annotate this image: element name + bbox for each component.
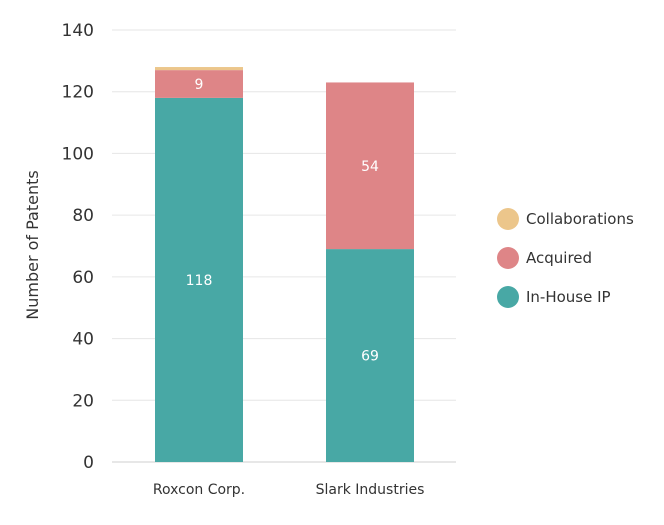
bar-segment	[326, 82, 414, 250]
x-tick-label: Roxcon Corp.	[153, 482, 245, 498]
data-label: 54	[361, 159, 379, 175]
bar-segment	[326, 249, 414, 462]
y-tick-label: 80	[72, 206, 94, 226]
y-tick-label: 60	[72, 268, 94, 288]
legend-marker	[497, 247, 519, 269]
y-tick-label: 40	[72, 330, 94, 350]
legend-marker	[497, 208, 519, 230]
data-label: 118	[186, 273, 213, 289]
y-tick-label: 20	[72, 391, 94, 411]
bar-segment	[155, 97, 243, 462]
x-axis-labels: Roxcon Corp. Slark Industries	[153, 482, 425, 498]
legend-marker	[497, 286, 519, 308]
legend: Collaborations Acquired In-House IP	[497, 208, 634, 308]
data-label: 69	[361, 349, 379, 365]
bar-segment	[155, 67, 243, 71]
y-tick-label: 0	[83, 453, 94, 473]
y-tick-label: 140	[62, 21, 94, 41]
bar-segment	[155, 70, 243, 98]
legend-label: In-House IP	[526, 288, 611, 306]
y-tick-label: 120	[62, 83, 94, 103]
y-axis-label: Number of Patents	[23, 170, 42, 319]
bars: 118 9 69 54	[155, 67, 414, 462]
x-tick-label: Slark Industries	[316, 482, 425, 498]
legend-label: Acquired	[526, 249, 592, 267]
legend-label: Collaborations	[526, 210, 634, 228]
data-label: 9	[195, 77, 204, 93]
y-tick-label: 100	[62, 144, 94, 164]
y-axis-ticks: 0 20 40 60 80 100 120 140	[62, 21, 94, 473]
